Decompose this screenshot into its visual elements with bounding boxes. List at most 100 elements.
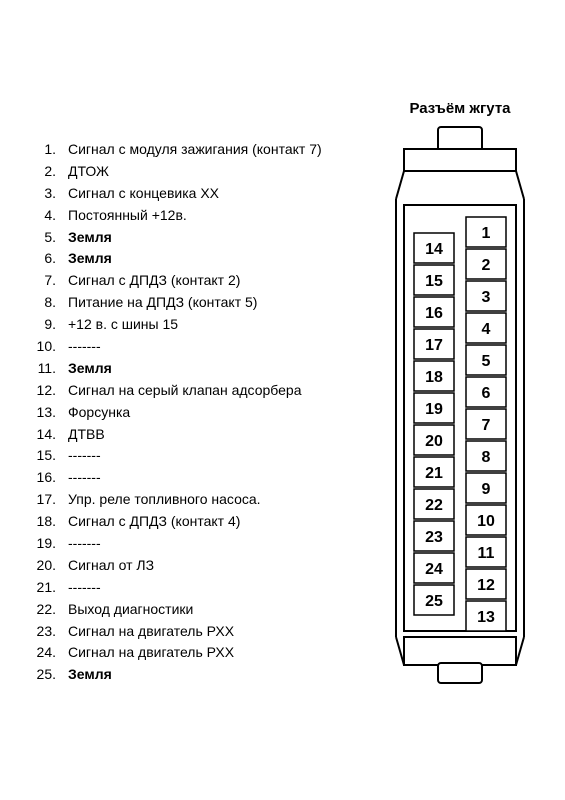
list-item-label: Сигнал с ДПДЗ (контакт 2)	[68, 271, 240, 290]
list-item: 18.Сигнал с ДПДЗ (контакт 4)	[30, 512, 355, 531]
list-item: 9.+12 в. с шины 15	[30, 315, 355, 334]
list-item-label: Земля	[68, 359, 112, 378]
list-item-label: ДТОЖ	[68, 162, 109, 181]
list-item: 15.-------	[30, 446, 355, 465]
list-item-label: -------	[68, 534, 101, 553]
list-item-number: 19.	[30, 534, 68, 553]
pin-number: 12	[477, 577, 495, 594]
list-item-label: Сигнал с модуля зажигания (контакт 7)	[68, 140, 322, 159]
pin-number: 18	[425, 369, 443, 386]
list-item: 17.Упр. реле топливного насоса.	[30, 490, 355, 509]
list-item: 8.Питание на ДПДЗ (контакт 5)	[30, 293, 355, 312]
list-item-number: 24.	[30, 643, 68, 662]
list-item-label: Земля	[68, 249, 112, 268]
list-item-label: Сигнал с ДПДЗ (контакт 4)	[68, 512, 240, 531]
list-item-number: 22.	[30, 600, 68, 619]
list-item-label: -------	[68, 446, 101, 465]
list-item-number: 2.	[30, 162, 68, 181]
list-item-number: 14.	[30, 425, 68, 444]
list-item: 12.Сигнал на серый клапан адсорбера	[30, 381, 355, 400]
pin-number: 24	[425, 561, 443, 578]
list-item-label: Упр. реле топливного насоса.	[68, 490, 261, 509]
list-item-label: -------	[68, 468, 101, 487]
list-item-number: 4.	[30, 206, 68, 225]
list-item: 6.Земля	[30, 249, 355, 268]
pin-number: 21	[425, 465, 443, 482]
list-item-number: 23.	[30, 622, 68, 641]
list-item: 4.Постоянный +12в.	[30, 206, 355, 225]
list-item: 24.Сигнал на двигатель РХХ	[30, 643, 355, 662]
list-item: 3.Сигнал с концевика ХХ	[30, 184, 355, 203]
list-item-label: ДТВВ	[68, 425, 105, 444]
list-item: 14.ДТВВ	[30, 425, 355, 444]
list-item-label: Сигнал на серый клапан адсорбера	[68, 381, 302, 400]
list-item-number: 21.	[30, 578, 68, 597]
list-item-label: Форсунка	[68, 403, 130, 422]
list-item-number: 18.	[30, 512, 68, 531]
list-item-label: -------	[68, 337, 101, 356]
list-item: 20.Сигнал от ЛЗ	[30, 556, 355, 575]
pin-number: 15	[425, 273, 443, 290]
list-item-label: Сигнал от ЛЗ	[68, 556, 154, 575]
pin-number: 25	[425, 593, 443, 610]
list-item: 5.Земля	[30, 228, 355, 247]
list-item-label: Сигнал с концевика ХХ	[68, 184, 219, 203]
connector-title: Разъём жгута	[355, 100, 565, 117]
pin-number: 11	[478, 545, 495, 562]
list-item-label: Постоянный +12в.	[68, 206, 187, 225]
list-item-number: 3.	[30, 184, 68, 203]
pin-number: 9	[482, 481, 491, 498]
list-item: 2.ДТОЖ	[30, 162, 355, 181]
list-item-number: 20.	[30, 556, 68, 575]
list-item-number: 7.	[30, 271, 68, 290]
list-item-label: Сигнал на двигатель РХХ	[68, 643, 234, 662]
list-item-number: 6.	[30, 249, 68, 268]
list-item: 10.-------	[30, 337, 355, 356]
list-item: 23.Сигнал на двигатель РХХ	[30, 622, 355, 641]
list-item-label: +12 в. с шины 15	[68, 315, 178, 334]
list-item-number: 8.	[30, 293, 68, 312]
pinout-list-panel: 1.Сигнал с модуля зажигания (контакт 7)2…	[0, 0, 355, 800]
list-item-number: 17.	[30, 490, 68, 509]
list-item-label: Питание на ДПДЗ (контакт 5)	[68, 293, 257, 312]
pin-number: 23	[425, 529, 443, 546]
pin-number: 2	[482, 257, 491, 274]
list-item-number: 25.	[30, 665, 68, 684]
pin-number: 8	[482, 449, 491, 466]
pin-number: 14	[425, 241, 443, 258]
pin-number: 3	[482, 289, 491, 306]
list-item: 1.Сигнал с модуля зажигания (контакт 7)	[30, 140, 355, 159]
pin-number: 6	[482, 385, 491, 402]
list-item-number: 16.	[30, 468, 68, 487]
pin-number: 7	[482, 417, 491, 434]
list-item-number: 5.	[30, 228, 68, 247]
list-item-number: 1.	[30, 140, 68, 159]
pin-number: 5	[482, 353, 491, 370]
pin-number: 19	[425, 401, 443, 418]
list-item: 25.Земля	[30, 665, 355, 684]
list-item-number: 15.	[30, 446, 68, 465]
pin-number: 22	[425, 497, 443, 514]
list-item-number: 12.	[30, 381, 68, 400]
list-item-number: 11.	[30, 359, 68, 378]
pin-number: 10	[477, 513, 495, 530]
pin-number: 17	[425, 337, 443, 354]
list-item: 13.Форсунка	[30, 403, 355, 422]
connector-panel: Разъём жгута 123456789101112131415161718…	[355, 0, 565, 800]
list-item-label: Земля	[68, 228, 112, 247]
connector-diagram: 1234567891011121314151617181920212223242…	[380, 125, 540, 685]
list-item: 22.Выход диагностики	[30, 600, 355, 619]
list-item-label: -------	[68, 578, 101, 597]
pin-number: 13	[477, 609, 495, 626]
list-item: 11.Земля	[30, 359, 355, 378]
list-item: 16.-------	[30, 468, 355, 487]
pin-number: 4	[482, 321, 491, 338]
list-item-number: 9.	[30, 315, 68, 334]
list-item-number: 10.	[30, 337, 68, 356]
page-container: 1.Сигнал с модуля зажигания (контакт 7)2…	[0, 0, 565, 800]
pinout-list: 1.Сигнал с модуля зажигания (контакт 7)2…	[30, 140, 355, 684]
list-item: 21.-------	[30, 578, 355, 597]
list-item-number: 13.	[30, 403, 68, 422]
list-item-label: Сигнал на двигатель РХХ	[68, 622, 234, 641]
list-item: 7.Сигнал с ДПДЗ (контакт 2)	[30, 271, 355, 290]
